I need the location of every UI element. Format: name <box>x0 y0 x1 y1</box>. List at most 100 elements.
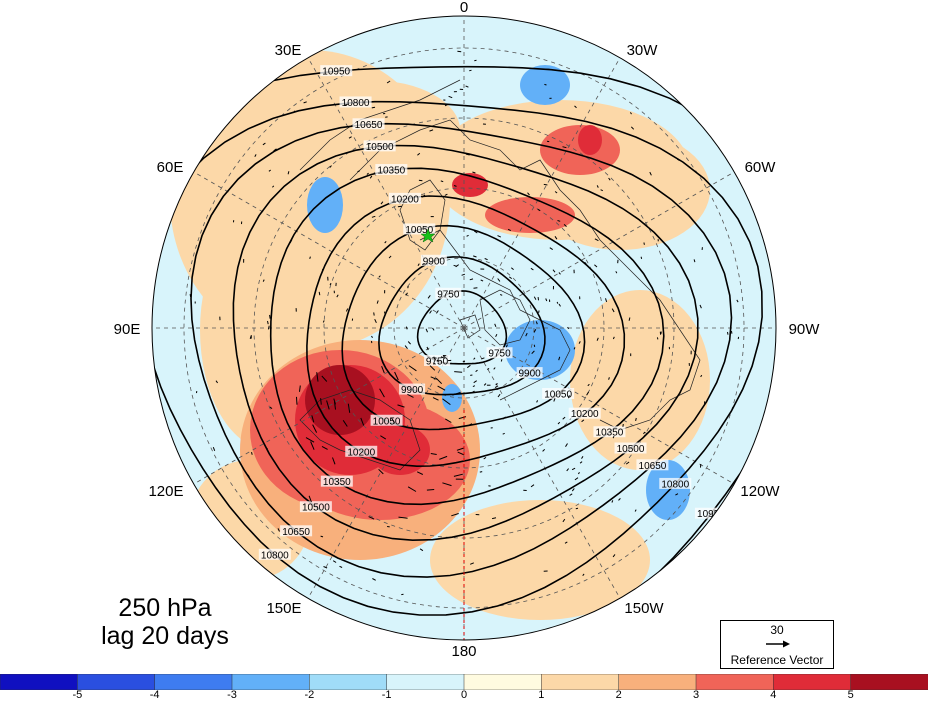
wind-vector <box>430 376 437 380</box>
wind-vector <box>348 136 352 139</box>
wind-vector <box>533 344 536 348</box>
wind-vector <box>407 486 417 492</box>
contour-label-10350: 10350 <box>377 166 405 177</box>
wind-vector <box>594 238 599 242</box>
wind-vector <box>605 298 608 303</box>
lon-label-90w: 90W <box>789 321 821 338</box>
wind-vector <box>533 296 537 300</box>
wind-vector <box>318 291 321 296</box>
contour-label-bg <box>375 164 408 176</box>
wind-vector <box>656 337 659 340</box>
wind-vector <box>308 495 312 503</box>
wind-vector <box>569 493 573 496</box>
colorbar-swatch <box>154 674 233 690</box>
wind-vector <box>442 482 452 487</box>
wind-vector <box>299 385 301 392</box>
wind-vector <box>321 375 328 382</box>
wind-vector <box>397 404 405 408</box>
wind-vector <box>322 320 325 323</box>
wind-vector <box>407 393 414 398</box>
wind-vector <box>558 272 561 275</box>
wind-vector <box>536 400 539 403</box>
meridian-line <box>193 171 465 329</box>
wind-vector <box>379 388 385 398</box>
meridian-line <box>463 171 735 329</box>
wind-vector <box>445 418 452 423</box>
wind-vector <box>564 541 568 544</box>
wind-vector <box>453 473 463 477</box>
contour-label-bg <box>320 65 353 77</box>
wind-vector <box>443 355 446 358</box>
wind-vector <box>384 241 387 244</box>
colorbar-swatch <box>773 674 852 690</box>
wind-vector <box>473 287 478 289</box>
wind-vector <box>397 205 402 208</box>
wind-vector <box>556 301 559 304</box>
contour-label-10200: 10200 <box>571 409 599 420</box>
wind-vector <box>421 194 426 198</box>
wind-vector <box>510 267 514 270</box>
wind-vector <box>587 383 590 387</box>
wind-vector <box>494 323 497 327</box>
wind-vector <box>483 456 487 460</box>
lon-label-60e: 60E <box>157 159 184 176</box>
wind-vector <box>481 357 485 360</box>
wind-vector <box>429 310 432 314</box>
map-title-lag: lag 20 days <box>101 622 229 650</box>
wind-vector <box>437 385 446 391</box>
meridian-line <box>307 57 465 329</box>
wind-vector <box>567 326 570 330</box>
anomaly-region <box>307 177 343 233</box>
wind-vector <box>360 417 365 426</box>
map-boundary <box>151 15 777 641</box>
contour-label-bg <box>258 548 291 560</box>
contour-label-bg <box>299 501 332 513</box>
colorbar-tick-label: -1 <box>381 689 392 701</box>
wind-vector <box>303 101 307 104</box>
wind-vector <box>484 258 488 261</box>
map-title-level: 250 hPa <box>118 594 212 622</box>
lon-label-0: 0 <box>460 0 468 16</box>
colorbar-swatch <box>463 674 543 690</box>
wind-vector <box>329 282 332 286</box>
wind-vector <box>388 255 392 259</box>
wind-vector <box>562 146 567 149</box>
wind-vector <box>254 154 257 157</box>
wind-vector <box>586 391 590 396</box>
wind-vector <box>383 311 386 315</box>
wind-vector <box>452 391 461 396</box>
wind-vector <box>425 328 428 333</box>
contour-label-10500: 10500 <box>366 142 394 153</box>
wind-vector <box>736 299 739 303</box>
wind-vector <box>472 385 476 388</box>
contour-label-bg <box>516 367 543 379</box>
wind-vector <box>700 374 703 378</box>
wind-vector <box>342 420 348 427</box>
meridian-line <box>193 327 465 485</box>
wind-vector <box>448 95 453 99</box>
wind-vector <box>405 326 408 330</box>
wind-vector <box>419 548 424 552</box>
contour-label-10200: 10200 <box>347 447 375 458</box>
wind-vector <box>502 416 506 420</box>
lon-label-60w: 60W <box>745 159 777 176</box>
wind-vector <box>378 468 384 475</box>
wind-vector <box>372 578 376 581</box>
wind-vector <box>312 424 318 433</box>
wind-vector <box>571 467 576 471</box>
wind-vector <box>699 304 702 309</box>
wind-vector <box>596 185 599 188</box>
wind-vector <box>582 573 585 577</box>
wind-vector <box>444 103 449 107</box>
anomaly-region <box>578 125 602 155</box>
wind-vector <box>558 303 561 307</box>
wind-vector <box>493 367 496 370</box>
colorbar-tick-label: 1 <box>538 689 545 701</box>
wind-vector <box>509 276 512 280</box>
wind-vector <box>391 417 396 424</box>
colorbar-swatch <box>695 674 775 690</box>
wind-vector <box>581 456 584 459</box>
wind-vector <box>530 484 535 488</box>
wind-vector <box>357 170 360 173</box>
wind-vector <box>552 269 556 273</box>
